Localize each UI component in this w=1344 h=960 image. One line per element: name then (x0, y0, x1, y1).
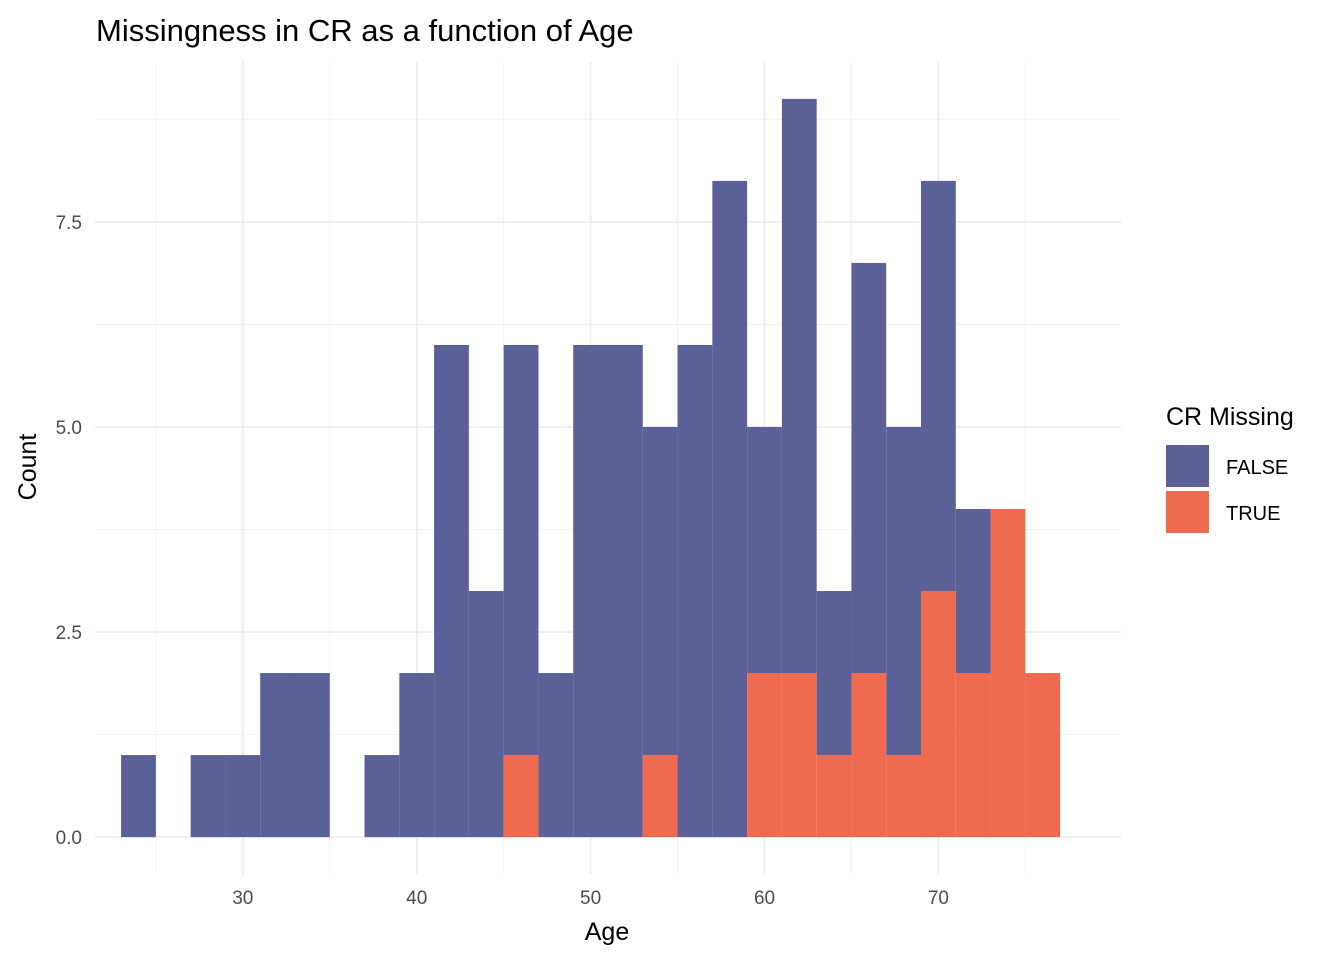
bar-false (399, 673, 435, 838)
bar-true (955, 673, 991, 838)
bar-true (503, 755, 539, 838)
y-axis-title: Count (14, 434, 42, 501)
bar-false (642, 426, 678, 756)
bar-true (747, 673, 782, 838)
chart-title: Missingness in CR as a function of Age (96, 13, 634, 48)
bar-false (781, 98, 817, 674)
legend-key-true (1166, 491, 1209, 533)
bar-true (990, 509, 1026, 838)
y-tick-label: 5.0 (56, 418, 82, 439)
bar-true (851, 673, 887, 838)
bar-true (642, 755, 678, 838)
bar-true (816, 755, 852, 838)
bar-true (1025, 673, 1061, 838)
y-axis-ticks: 0.0 2.5 5.0 7.5 (56, 213, 82, 849)
x-tick-label: 60 (754, 888, 775, 909)
bar-false (921, 180, 956, 592)
bar-false (677, 344, 713, 838)
y-tick-label: 0.0 (56, 828, 82, 849)
x-tick-label: 70 (928, 888, 949, 909)
bar-false (434, 344, 469, 838)
bar-false (468, 591, 504, 838)
bar-false (364, 755, 400, 838)
legend: CR Missing FALSE TRUE (1166, 403, 1294, 533)
bar-false (608, 344, 643, 838)
bar-true (886, 755, 922, 838)
bar-true (781, 673, 817, 838)
bar-false (886, 426, 922, 756)
bar-false (955, 509, 991, 674)
bar-false (294, 673, 330, 838)
bar-false (712, 180, 748, 838)
x-axis-ticks: 30 40 50 60 70 (232, 888, 949, 909)
bar-false (260, 673, 295, 838)
x-tick-label: 50 (580, 888, 601, 909)
bar-false (816, 591, 852, 756)
bar-true (921, 591, 956, 838)
x-axis-title: Age (585, 918, 629, 946)
y-tick-label: 7.5 (56, 213, 82, 234)
bar-false (851, 262, 887, 674)
x-tick-label: 30 (232, 888, 253, 909)
bar-false (121, 755, 156, 838)
bar-false (573, 344, 608, 838)
bar-false (190, 755, 226, 838)
y-tick-label: 2.5 (56, 623, 82, 644)
legend-label-false: FALSE (1226, 457, 1288, 479)
bar-false (747, 426, 782, 674)
x-tick-label: 40 (406, 888, 427, 909)
legend-key-false (1166, 445, 1209, 487)
bar-false (225, 755, 261, 838)
bar-false (538, 673, 574, 838)
bar-false (503, 344, 539, 756)
legend-title: CR Missing (1166, 403, 1294, 431)
legend-label-true: TRUE (1226, 503, 1280, 525)
bars (121, 98, 1061, 838)
